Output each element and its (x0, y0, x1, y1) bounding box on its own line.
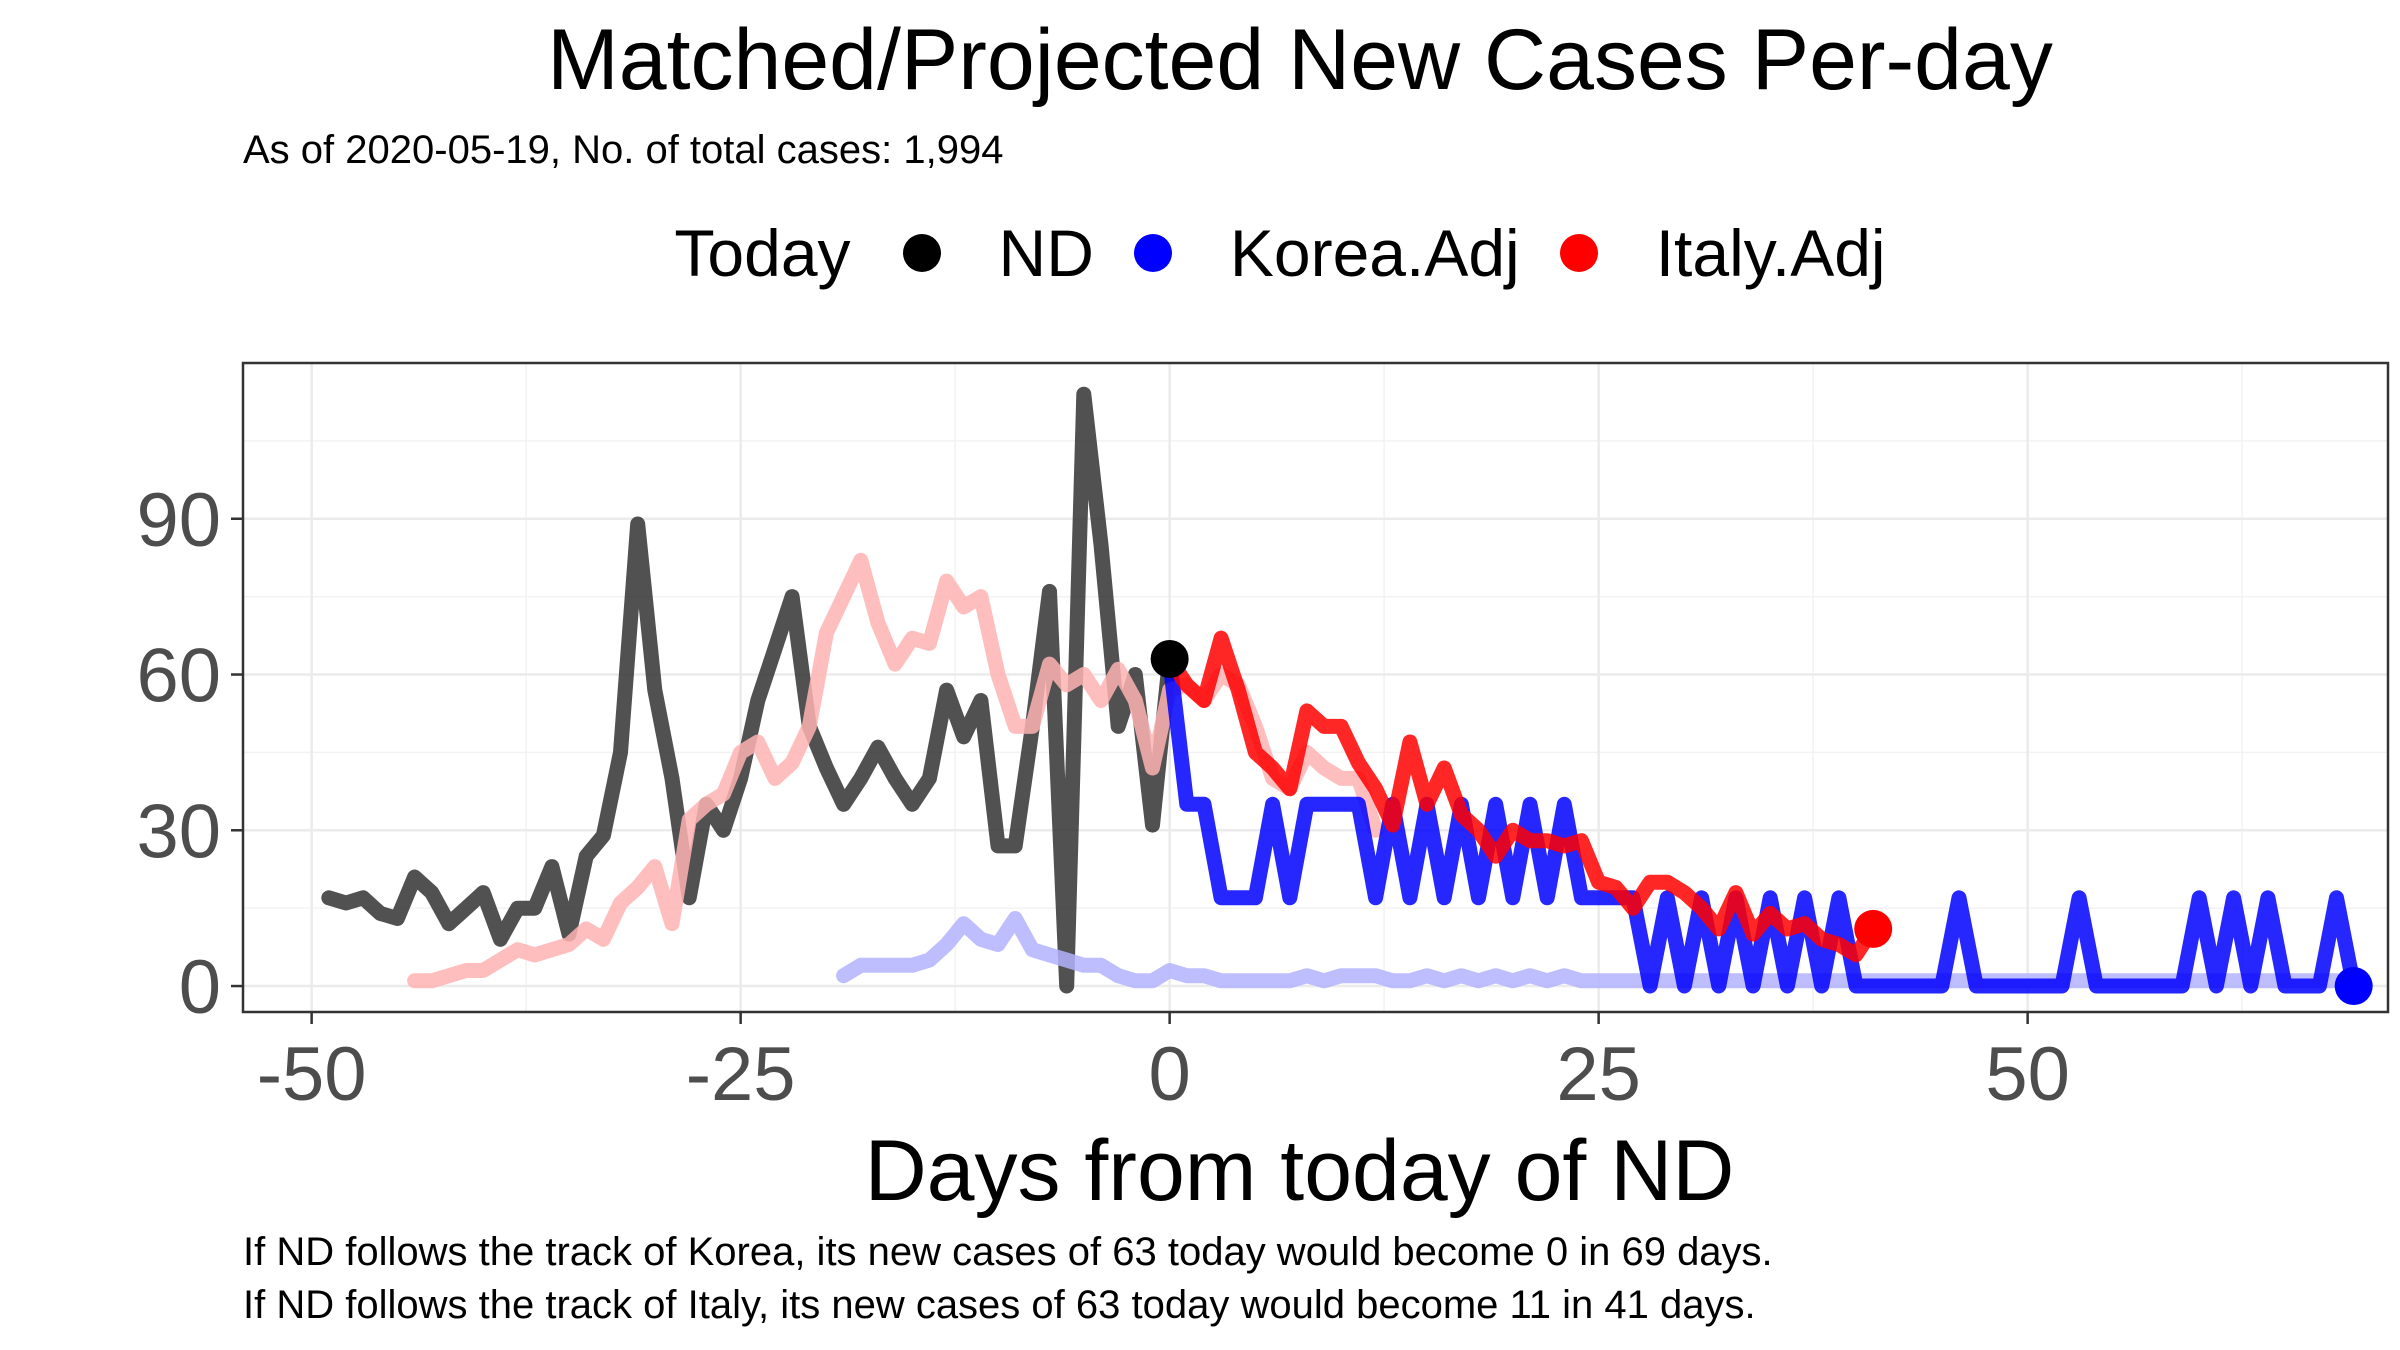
legend-item-italy: Italy.Adj (1559, 215, 1886, 291)
legend: Today ND Korea.Adj Italy.Adj (0, 215, 2400, 291)
legend-label-italy: Italy.Adj (1655, 216, 1886, 290)
today-point-2 (1854, 909, 1893, 948)
axes: -50 -25 0 25 50 0 30 60 90 (136, 478, 2069, 1117)
x-axis-title: Days from today of ND (865, 1123, 1735, 1219)
y-tick-label: 30 (136, 789, 221, 874)
series-line-3 (1162, 651, 2362, 994)
x-tick-label: -50 (257, 1032, 367, 1117)
panel-background (243, 363, 2388, 1012)
x-tick-label: 25 (1556, 1032, 1641, 1117)
today-points (1150, 639, 2373, 1006)
panel-border (241, 361, 2390, 1014)
legend-marker-korea (1133, 234, 1172, 272)
legend-label-korea: Korea.Adj (1229, 216, 1520, 290)
legend-item-nd: ND (902, 215, 1094, 291)
series-line-4 (1162, 630, 1881, 963)
caption-italy: If ND follows the track of Italy, its ne… (243, 1283, 1756, 1327)
y-tick-label: 90 (136, 478, 221, 563)
y-tick-label: 0 (179, 945, 221, 1030)
today-point-1 (2334, 967, 2373, 1006)
legend-label-nd: ND (998, 216, 1094, 290)
y-tick-label: 60 (136, 634, 221, 719)
legend-marker-italy (1559, 234, 1598, 272)
series-line-1 (836, 911, 2362, 989)
x-tick-label: 0 (1148, 1032, 1190, 1117)
today-point-0 (1150, 639, 1189, 678)
legend-item-korea: Korea.Adj (1133, 215, 1520, 291)
chart-title: Matched/Projected New Cases Per-day (547, 12, 2053, 108)
caption-korea: If ND follows the track of Korea, its ne… (243, 1230, 1773, 1274)
chart-subtitle: As of 2020-05-19, No. of total cases: 1,… (243, 128, 1004, 172)
series-lines (321, 386, 2362, 994)
grid (243, 363, 2388, 1012)
x-tick-label: 50 (1985, 1032, 2070, 1117)
legend-title: Today (674, 216, 851, 290)
legend-marker-nd (902, 234, 941, 272)
x-tick-label: -25 (686, 1032, 796, 1117)
